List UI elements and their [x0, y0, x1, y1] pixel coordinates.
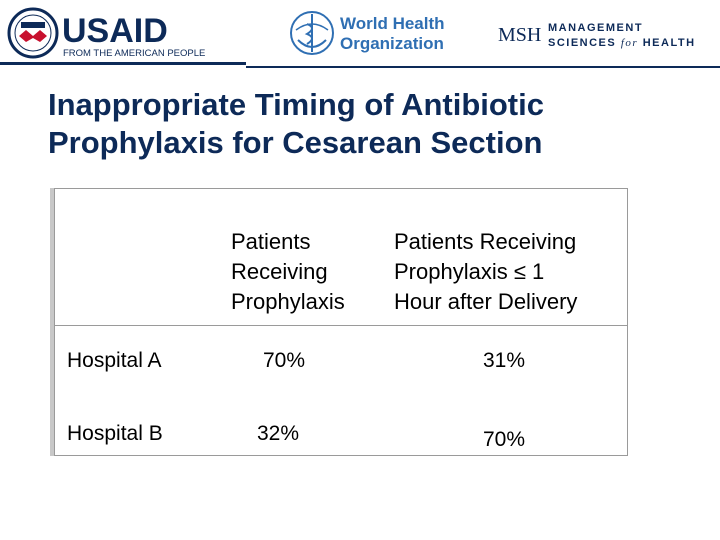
msh-logo: MSH MANAGEMENT SCIENCES for HEALTH	[498, 22, 696, 49]
usaid-logo: USAID FROM THE AMERICAN PEOPLE	[7, 7, 205, 59]
svg-text:SCIENCES for HEALT: SCIENCES for HEALTH	[548, 37, 696, 49]
title-line-1: Inappropriate Timing of Antibiotic	[48, 87, 544, 122]
who-line1: World Health	[340, 14, 445, 33]
title-line-2: Prophylaxis for Cesarean Section	[48, 125, 543, 160]
who-line2: Organization	[340, 34, 444, 53]
data-table: Patients Receiving Prophylaxis Patients …	[54, 188, 628, 456]
cell-hospital-b-timing: 70%	[483, 428, 526, 451]
who-logo: World Health Organization	[290, 11, 445, 55]
msh-line2-health: HEALTH	[643, 37, 696, 49]
msh-line2-sciences: SCIENCES	[548, 37, 616, 49]
msh-line2-for: for	[621, 37, 638, 49]
row-label-hospital-a: Hospital A	[67, 349, 162, 372]
usaid-wordmark: USAID	[62, 12, 168, 50]
cell-hospital-a-timing: 31%	[483, 349, 526, 372]
logo-header: USAID FROM THE AMERICAN PEOPLE World Hea…	[0, 0, 720, 68]
column-header-timing: Patients Receiving Prophylaxis ≤ 1 Hour …	[394, 229, 578, 314]
msh-abbr: MSH	[498, 24, 541, 46]
usaid-tagline: FROM THE AMERICAN PEOPLE	[63, 48, 205, 59]
header-divider	[55, 325, 627, 326]
header-rule-left	[0, 62, 246, 65]
cell-hospital-a-receiving: 70%	[263, 349, 306, 372]
cell-hospital-b-receiving: 32%	[257, 422, 300, 445]
msh-line1: MANAGEMENT	[548, 22, 643, 34]
column-header-receiving: Patients Receiving Prophylaxis	[231, 229, 345, 314]
header-rule-right	[246, 66, 720, 68]
row-label-hospital-b: Hospital B	[67, 422, 163, 445]
slide-title: Inappropriate Timing of Antibiotic Proph…	[48, 86, 688, 162]
